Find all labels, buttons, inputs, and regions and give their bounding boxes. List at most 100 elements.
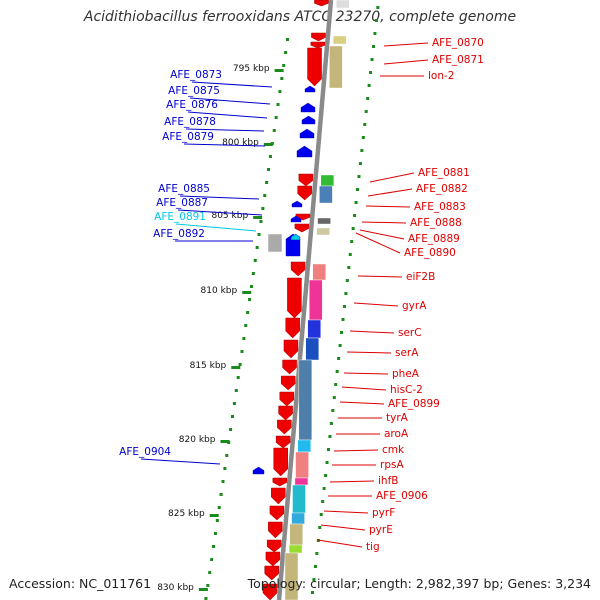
gene-label-left: AFE_0904 — [119, 446, 171, 458]
track-dot — [331, 409, 335, 412]
label-leader-line — [179, 195, 260, 200]
track-dot — [272, 129, 276, 132]
track-dot — [318, 526, 322, 529]
track-dot — [348, 253, 352, 256]
plus-gene-arrow — [299, 128, 315, 139]
minus-gene-arrow — [271, 487, 286, 505]
minus-gene-arrow — [298, 173, 314, 187]
label-leader-line — [367, 188, 413, 197]
track-dot — [357, 175, 361, 178]
track-dot — [229, 428, 233, 431]
genome-summary-text: Topology: circular; Length: 2,982,397 bp… — [247, 576, 591, 591]
label-leader-line — [346, 351, 392, 354]
minus-gene-arrow — [311, 32, 326, 42]
gene-label-right: AFE_0890 — [404, 247, 456, 259]
track-dot — [315, 552, 319, 555]
track-dot — [324, 474, 328, 477]
gene-label-right: tyrA — [386, 412, 409, 424]
scale-tick — [198, 588, 208, 591]
track-dot — [360, 149, 364, 152]
track-dot — [238, 363, 242, 366]
track-dot — [312, 578, 316, 581]
label-leader-line — [361, 221, 407, 224]
track-dot — [356, 188, 360, 191]
track-dot — [286, 38, 289, 41]
track-dot — [322, 487, 326, 490]
label-leader-line — [320, 524, 366, 531]
minus-gene-arrow — [268, 521, 283, 539]
track-dot — [282, 64, 286, 67]
track-dot — [284, 51, 288, 54]
track-dot — [276, 103, 280, 106]
track-dot — [219, 493, 223, 496]
genome-backbone — [276, 0, 334, 600]
track-dot — [208, 571, 212, 574]
scale-label: 805 kbp — [211, 211, 248, 221]
gene-label-right: pheA — [392, 368, 420, 380]
plus-gene-arrow — [291, 200, 303, 208]
gene-label-right: pyrE — [369, 524, 393, 536]
plus-gene-arrow — [252, 466, 265, 475]
gene-label-right: AFE_0870 — [432, 37, 484, 49]
scale-tick — [274, 69, 284, 72]
gene-label-right: AFE_0899 — [388, 398, 440, 410]
minus-gene-arrow — [262, 583, 278, 600]
scale-label: 830 kbp — [157, 583, 194, 593]
label-leader-line — [191, 81, 273, 88]
track-dot — [371, 45, 375, 48]
track-dot — [341, 318, 345, 321]
gene-label-right: hisC-2 — [390, 384, 423, 396]
track-dot — [338, 344, 342, 347]
scale-tick — [263, 143, 273, 146]
minus-gene-arrow — [290, 261, 306, 277]
gene-label-left: AFE_0892 — [153, 228, 205, 240]
gene-label-left: AFE_0876 — [166, 99, 218, 111]
label-leader-line — [349, 330, 395, 334]
label-leader-line — [317, 539, 363, 548]
label-leader-line — [140, 458, 221, 465]
feature-bar — [284, 552, 299, 600]
track-dot — [253, 259, 257, 262]
track-dot — [358, 162, 362, 165]
track-dot — [249, 285, 253, 288]
gene-label-left: AFE_0879 — [162, 131, 214, 143]
gene-label-right: pyrF — [372, 507, 395, 519]
minus-gene-arrow — [272, 477, 288, 487]
gene-label-right: lon-2 — [428, 70, 454, 82]
track-dot — [321, 500, 325, 503]
gene-label-right: AFE_0906 — [376, 490, 428, 502]
label-leader-line — [323, 510, 369, 514]
label-leader-line — [183, 143, 266, 147]
track-dot — [373, 32, 377, 35]
label-leader-line — [189, 97, 271, 105]
feature-bar — [319, 185, 333, 204]
feature-bar — [292, 484, 306, 514]
track-dot — [212, 545, 216, 548]
label-leader-line — [383, 42, 429, 47]
track-dot — [335, 370, 339, 373]
gene-label-right: AFE_0881 — [418, 167, 470, 179]
track-dot — [361, 136, 365, 139]
minus-gene-arrow — [307, 47, 322, 87]
track-dot — [334, 383, 338, 386]
track-dot — [311, 591, 315, 594]
gene-label-right: aroA — [384, 428, 409, 440]
label-leader-line — [353, 302, 399, 307]
track-dot — [255, 246, 259, 249]
label-leader-line — [329, 480, 375, 483]
track-dot — [248, 298, 252, 301]
gene-label-left: AFE_0887 — [156, 197, 208, 209]
track-dot — [236, 376, 240, 379]
track-dot — [234, 389, 238, 392]
track-dot — [265, 181, 269, 184]
track-dot — [206, 584, 210, 587]
track-dot — [278, 90, 282, 93]
track-dot — [263, 194, 267, 197]
feature-bar — [320, 174, 335, 187]
plus-gene-arrow — [290, 233, 301, 241]
track-dot — [342, 305, 346, 308]
feature-bar — [305, 337, 319, 361]
track-dot — [217, 506, 221, 509]
label-leader-line — [187, 111, 268, 119]
track-dot — [351, 227, 355, 230]
